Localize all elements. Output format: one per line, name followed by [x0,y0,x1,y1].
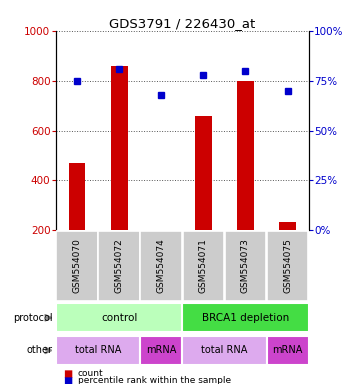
Text: mRNA: mRNA [146,345,177,356]
Bar [153,230,170,253]
Bar [69,163,86,230]
Text: total RNA: total RNA [75,345,121,356]
Text: mRNA: mRNA [273,345,303,356]
Bar [266,336,309,365]
Bar [98,231,140,301]
Bar [182,303,309,333]
Text: GSM554074: GSM554074 [157,238,166,293]
Bar [56,336,140,365]
Text: protocol: protocol [13,313,52,323]
Bar [195,116,212,230]
Text: GSM554070: GSM554070 [73,238,82,293]
Text: percentile rank within the sample: percentile rank within the sample [78,376,231,384]
Bar [183,231,224,301]
Text: GSM554075: GSM554075 [283,238,292,293]
Bar [225,231,266,301]
Bar [237,81,254,230]
Text: ■: ■ [63,369,73,379]
Bar [56,231,98,301]
Title: GDS3791 / 226430_at: GDS3791 / 226430_at [109,17,256,30]
Text: BRCA1 depletion: BRCA1 depletion [202,313,289,323]
Bar [279,222,296,230]
Text: ■: ■ [63,376,73,384]
Text: control: control [101,313,137,323]
Text: GSM554072: GSM554072 [115,238,123,293]
Bar [111,66,127,230]
Text: total RNA: total RNA [201,345,248,356]
Bar [182,336,266,365]
Bar [140,336,182,365]
Bar [267,231,308,301]
Bar [56,303,182,333]
Text: other: other [26,345,52,356]
Text: GSM554071: GSM554071 [199,238,208,293]
Text: GSM554073: GSM554073 [241,238,250,293]
Text: count: count [78,369,103,378]
Bar [140,231,182,301]
